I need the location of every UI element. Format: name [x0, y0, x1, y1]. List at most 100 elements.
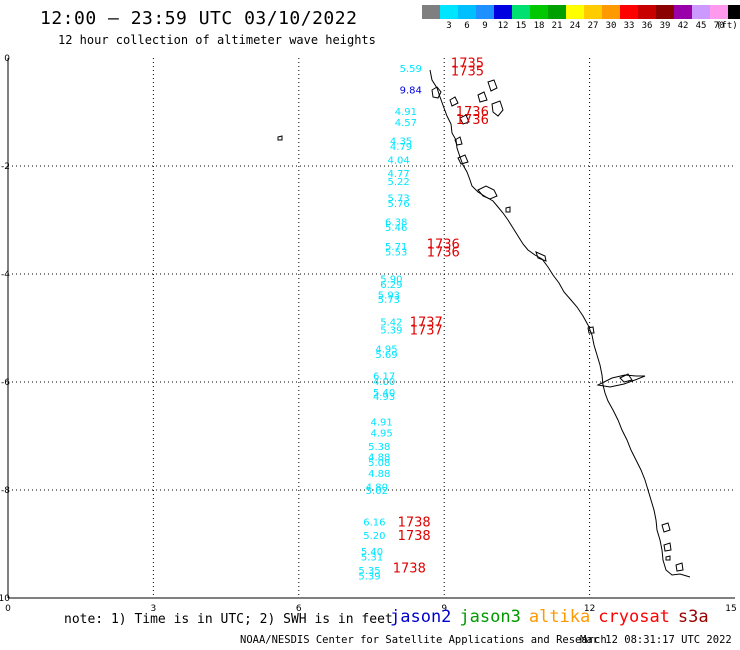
legend-swatch [638, 5, 656, 19]
island-shape [675, 562, 684, 572]
map-grid [7, 58, 735, 599]
legend-tick-label: 45 [695, 21, 707, 31]
pass-time-label: 1737 [410, 324, 443, 339]
mission-jason2: jason2 [390, 607, 452, 627]
legend-swatch [674, 5, 692, 19]
wave-height-label: 5.39 [358, 571, 380, 582]
footnote: note: 1) Time is in UTC; 2) SWH is in fe… [64, 612, 393, 627]
wave-height-label: 5.42 [380, 318, 402, 329]
wave-height-label: 5.69 [375, 350, 397, 361]
pass-time-label: 1735 [451, 65, 484, 80]
wave-height-label: 5.31 [361, 553, 383, 564]
map-title: 12:00 – 23:59 UTC 03/10/2022 [40, 8, 358, 29]
mission-s3a: s3a [677, 607, 709, 627]
wave-height-label: 5.20 [363, 531, 385, 542]
legend-tick-label: 15 [515, 21, 527, 31]
legend-tick-label: 27 [587, 21, 599, 31]
wave-height-label: 5.73 [387, 193, 409, 204]
island-shape [663, 542, 672, 552]
wave-height-label: 5.22 [387, 177, 409, 188]
legend-swatch [494, 5, 512, 19]
wave-height-label: 4.04 [387, 156, 409, 167]
wave-height-label: 4.00 [373, 377, 395, 388]
coastline [277, 69, 691, 578]
legend-tick-label: 36 [641, 21, 653, 31]
island-shape [477, 91, 488, 103]
pass-time-label: 1736 [427, 237, 460, 252]
wave-height-label: 5.39 [380, 326, 402, 337]
wave-height-label: 5.08 [368, 458, 390, 469]
wave-height-label: 5.90 [380, 274, 402, 285]
y-tick-label: -6 [1, 378, 10, 388]
legend-tick-label: 3 [446, 21, 452, 31]
y-tick-label: -2 [1, 162, 10, 172]
legend-tick-label: 70 [713, 21, 725, 31]
wave-height-label: 4.80 [366, 482, 388, 493]
wave-height-label: 4.79 [390, 142, 412, 153]
legend-swatch [728, 5, 740, 19]
pass-time-label: 1736 [456, 105, 489, 120]
y-tick-label: -4 [1, 270, 10, 280]
coastline-mainland [429, 69, 691, 578]
credit-timestamp: Mar 12 08:31:17 UTC 2022 [580, 634, 732, 646]
pass-time-label: 1738 [398, 515, 431, 530]
wave-height-label: 4.77 [387, 169, 409, 180]
pass-time-label: 1735 [451, 56, 484, 71]
wave-height-label: 9.84 [400, 85, 422, 96]
island-shape [457, 154, 469, 165]
wave-height-label: 6.17 [373, 372, 395, 383]
island-shape [477, 185, 498, 200]
wave-height-label: 4.93 [373, 392, 395, 403]
pass-time-label: 1737 [410, 316, 443, 331]
legend-tick-label: 24 [569, 21, 581, 31]
y-tick-label: 0 [4, 54, 10, 64]
island-shape [459, 114, 470, 125]
wave-height-label: 6.29 [380, 280, 402, 291]
legend-tick-label: 21 [551, 21, 563, 31]
mission-legend: jason2 jason3 altika cryosat s3a [390, 607, 717, 627]
wave-height-label: 5.76 [387, 199, 409, 210]
wave-height-label: 5.38 [368, 442, 390, 453]
wave-height-label: 5.35 [358, 566, 380, 577]
legend-tick-label: 6 [464, 21, 470, 31]
wave-height-label: 5.40 [361, 547, 383, 558]
legend-swatch [548, 5, 566, 19]
wave-height-label: 5.46 [385, 223, 407, 234]
pass-time-label: 1736 [456, 113, 489, 128]
legend-swatch [602, 5, 620, 19]
pass-time-label: 1738 [398, 529, 431, 544]
wave-height-labels: 5.599.844.914.574.354.794.044.775.225.73… [358, 64, 421, 583]
legend-swatch [620, 5, 638, 19]
legend-swatch [476, 5, 494, 19]
mission-cryosat: cryosat [598, 607, 670, 627]
wave-height-label: 6.16 [363, 517, 385, 528]
time-labels: 1735173517361736173617361737173717381738… [393, 56, 489, 576]
island-shape [596, 374, 646, 388]
legend-tick-label: 30 [605, 21, 617, 31]
island-shape [454, 136, 463, 146]
wave-height-label: 4.91 [395, 107, 417, 118]
credit-footer: NOAA/NESDIS Center for Satellite Applica… [240, 634, 732, 646]
island-shape [491, 100, 504, 117]
x-tick-label: 0 [5, 604, 11, 614]
wave-height-label: 4.88 [368, 469, 390, 480]
pass-time-label: 1736 [427, 245, 460, 260]
legend-swatch [422, 5, 440, 19]
credit-text: NOAA/NESDIS Center for Satellite Applica… [240, 634, 607, 646]
color-legend [422, 5, 740, 19]
mission-altika: altika [528, 607, 591, 627]
wave-height-label: 4.95 [371, 428, 393, 439]
y-tick-label: -8 [1, 486, 10, 496]
legend-tick-label: 18 [533, 21, 545, 31]
wave-height-label: 5.93 [378, 291, 400, 302]
y-tick-label: -10 [0, 594, 10, 604]
legend-swatch [458, 5, 476, 19]
x-tick-label: 12 [584, 604, 595, 614]
pass-time-label: 1738 [393, 561, 426, 576]
legend-tick-label: 9 [482, 21, 488, 31]
legend-swatch [530, 5, 548, 19]
legend-swatch [656, 5, 674, 19]
map-subtitle: 12 hour collection of altimeter wave hei… [58, 33, 376, 47]
island-shape [431, 86, 442, 99]
